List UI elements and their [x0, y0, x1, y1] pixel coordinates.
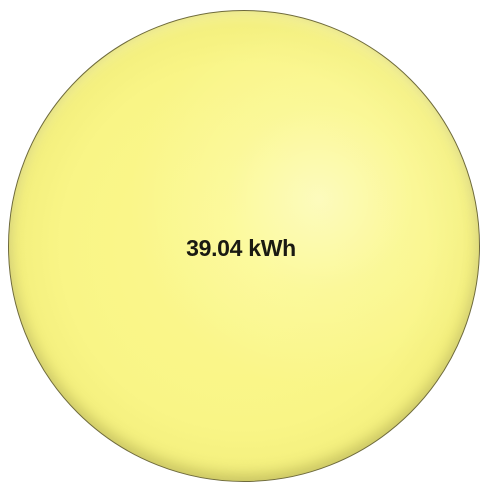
energy-bubble[interactable]: 39.04 kWh: [8, 10, 480, 482]
energy-value-label: 39.04 kWh: [186, 235, 296, 261]
